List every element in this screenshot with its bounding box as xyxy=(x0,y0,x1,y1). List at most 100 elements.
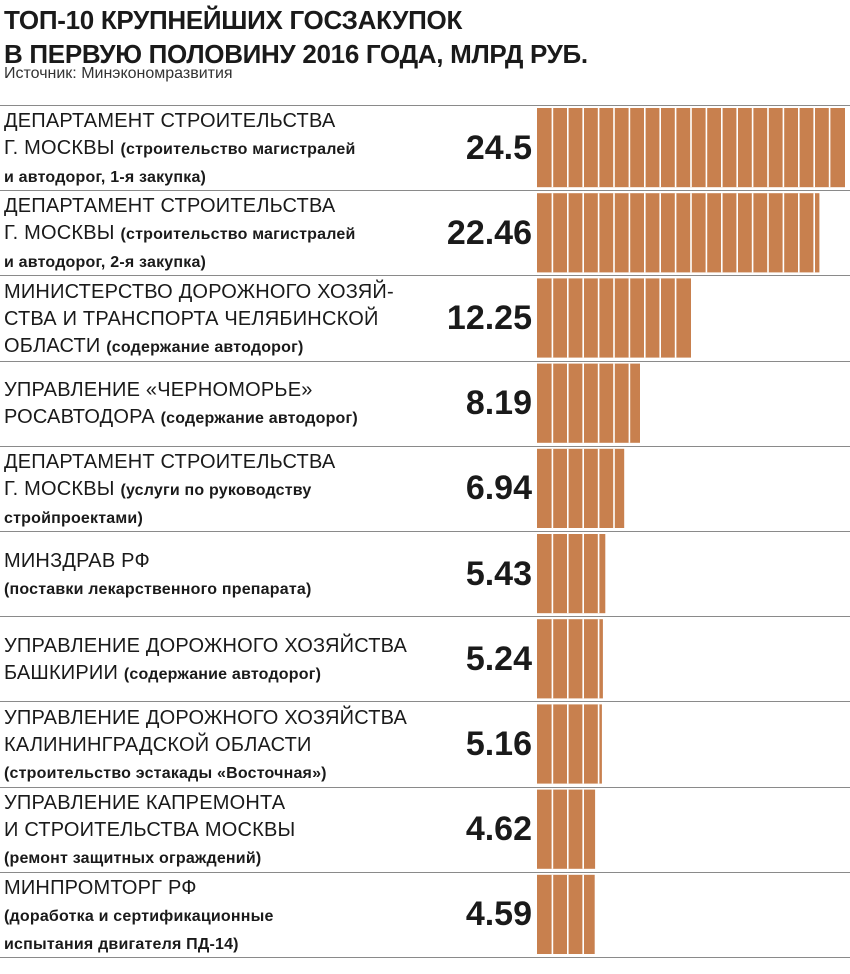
bar-label-line: ДЕПАРТАМЕНТ СТРОИТЕЛЬСТВА xyxy=(4,449,444,476)
row-separator xyxy=(0,360,850,362)
bar xyxy=(537,448,625,528)
data-label: 5.24 xyxy=(465,639,532,678)
row-separator xyxy=(0,445,850,447)
bar-label-line: СТВА И ТРАНСПОРТА ЧЕЛЯБИНСКОЙ xyxy=(4,306,444,333)
bar xyxy=(537,534,606,614)
bar-label-line: МИНПРОМТОРГ РФ xyxy=(4,875,444,902)
agency-name: РОСАВТОДОРА xyxy=(4,406,155,429)
agency-name: КАЛИНИНГРАДСКОЙ ОБЛАСТИ xyxy=(4,733,312,756)
bar-label: УПРАВЛЕНИЕ ДОРОЖНОГО ХОЗЯЙСТВА БАШКИРИИ (… xyxy=(4,633,444,688)
bar-label-line: И СТРОИТЕЛЬСТВА МОСКВЫ xyxy=(4,817,444,844)
agency-name: УПРАВЛЕНИЕ «ЧЕРНОМОРЬЕ» xyxy=(4,379,313,402)
agency-name: ДЕПАРТАМЕНТ СТРОИТЕЛЬСТВА xyxy=(4,195,336,218)
purchase-description: (содержание автодорог) xyxy=(106,338,304,356)
bar-label: МИНЗДРАВ РФ (поставки лекарственного преп… xyxy=(4,548,444,603)
agency-name: МИНЗДРАВ РФ xyxy=(4,549,150,572)
bar xyxy=(537,363,640,443)
row-separator xyxy=(0,531,850,532)
data-label: 8.19 xyxy=(465,384,532,423)
bar xyxy=(537,704,602,784)
data-label: 5.43 xyxy=(465,554,532,593)
bar-label-line: (строительство эстакады «Восточная») xyxy=(4,759,444,787)
chart-title: ТОП-10 КРУПНЕЙШИХ ГОСЗАКУПОК В ПЕРВУЮ ПО… xyxy=(4,3,588,71)
purchase-description: (содержание автодорог) xyxy=(123,665,322,683)
row-separator xyxy=(0,957,850,958)
bar-rect xyxy=(537,363,640,443)
bar-label-line: ДЕПАРТАМЕНТ СТРОИТЕЛЬСТВА xyxy=(4,108,444,135)
agency-name: Г. МОСКВЫ xyxy=(4,222,115,245)
data-label: 4.59 xyxy=(465,895,532,934)
agency-name: ДЕПАРТАМЕНТ СТРОИТЕЛЬСТВА xyxy=(4,110,336,133)
data-label: 12.25 xyxy=(446,299,532,337)
bar xyxy=(537,193,820,273)
chart-source: Источник: Минэкономразвития xyxy=(4,65,233,82)
bar xyxy=(537,108,845,188)
bar-label-line: стройпроектами) xyxy=(4,504,444,532)
data-label: 22.46 xyxy=(446,213,532,252)
data-label: 5.16 xyxy=(465,725,532,763)
purchase-description: и автодорог, 1-я закупка) xyxy=(4,169,207,187)
row-separator xyxy=(0,786,850,788)
bar xyxy=(537,619,603,699)
agency-name: УПРАВЛЕНИЕ КАПРЕМОНТА xyxy=(4,791,286,814)
row-separator xyxy=(0,190,850,192)
bar-label-line: ОБЛАСТИ (содержание автодорог) xyxy=(4,333,444,361)
bar-label: УПРАВЛЕНИЕ «ЧЕРНОМОРЬЕ» РОСАВТОДОРА (соде… xyxy=(4,377,444,432)
bar-label: МИНИСТЕРСТВО ДОРОЖНОГО ХОЗЯЙ- СТВА И ТРАН… xyxy=(4,279,444,361)
bar-label-line: УПРАВЛЕНИЕ ДОРОЖНОГО ХОЗЯЙСТВА xyxy=(4,633,444,660)
bar-rect xyxy=(537,193,820,273)
bar-label-line: МИНИСТЕРСТВО ДОРОЖНОГО ХОЗЯЙ- xyxy=(4,279,444,306)
data-label: 4.62 xyxy=(465,810,532,849)
purchase-description: и автодорог, 2-я закупка) xyxy=(4,254,207,272)
agency-name: Г. МОСКВЫ xyxy=(4,137,115,160)
bar-rect xyxy=(537,874,595,954)
bar-label: ДЕПАРТАМЕНТ СТРОИТЕЛЬСТВА Г. МОСКВЫ (услу… xyxy=(4,449,444,532)
purchase-description: (строительство магистралей xyxy=(120,141,356,159)
bar-label-line: (поставки лекарственного препарата) xyxy=(4,575,444,603)
agency-name: УПРАВЛЕНИЕ ДОРОЖНОГО ХОЗЯЙСТВА xyxy=(4,634,408,657)
purchase-description: (доработка и сертификационные xyxy=(4,907,274,925)
agency-name: И СТРОИТЕЛЬСТВА МОСКВЫ xyxy=(4,818,296,841)
agency-name: ОБЛАСТИ xyxy=(4,334,101,357)
bar-rect xyxy=(537,448,625,528)
row-separator xyxy=(0,275,850,277)
purchase-description: стройпроектами) xyxy=(4,509,143,527)
purchase-description: испытания двигателя ПД-14) xyxy=(4,935,239,953)
bar-label-line: УПРАВЛЕНИЕ ДОРОЖНОГО ХОЗЯЙСТВА xyxy=(4,705,444,732)
bar-rect xyxy=(537,619,603,699)
data-label: 24.5 xyxy=(465,128,532,167)
purchase-description: (содержание автодорог) xyxy=(160,410,358,428)
bar xyxy=(537,278,691,358)
data-label: 6.94 xyxy=(465,469,532,508)
bar-label-line: Г. МОСКВЫ (строительство магистралей xyxy=(4,135,444,163)
bar-label-line: БАШКИРИИ (содержание автодорог) xyxy=(4,660,444,688)
agency-name: ДЕПАРТАМЕНТ СТРОИТЕЛЬСТВА xyxy=(4,450,336,473)
bar-rect xyxy=(537,704,602,784)
bar-label: ДЕПАРТАМЕНТ СТРОИТЕЛЬСТВА Г. МОСКВЫ (стро… xyxy=(4,193,444,276)
bar-label: УПРАВЛЕНИЕ КАПРЕМОНТА И СТРОИТЕЛЬСТВА МОС… xyxy=(4,790,444,872)
bar-label: МИНПРОМТОРГ РФ (доработка и сертификацион… xyxy=(4,875,444,958)
bar-label-line: ДЕПАРТАМЕНТ СТРОИТЕЛЬСТВА xyxy=(4,193,444,220)
bar-label-line: КАЛИНИНГРАДСКОЙ ОБЛАСТИ xyxy=(4,732,444,759)
purchase-description: (услуги по руководству xyxy=(120,481,312,499)
row-separator xyxy=(0,871,850,873)
bar-label-line: (ремонт защитных ограждений) xyxy=(4,844,444,872)
row-separator xyxy=(0,105,850,106)
bar-label-line: УПРАВЛЕНИЕ КАПРЕМОНТА xyxy=(4,790,444,817)
purchase-description: (строительство магистралей xyxy=(120,226,356,244)
agency-name: СТВА И ТРАНСПОРТА ЧЕЛЯБИНСКОЙ xyxy=(4,307,379,330)
agency-name: МИНИСТЕРСТВО ДОРОЖНОГО ХОЗЯЙ- xyxy=(4,280,394,303)
bar-label: УПРАВЛЕНИЕ ДОРОЖНОГО ХОЗЯЙСТВА КАЛИНИНГРА… xyxy=(4,705,444,787)
bar-rect xyxy=(537,789,596,869)
agency-name: БАШКИРИИ xyxy=(4,661,119,684)
row-separator xyxy=(0,701,850,703)
bar-label-line: Г. МОСКВЫ (строительство магистралей xyxy=(4,220,444,248)
chart-title-line: В ПЕРВУЮ ПОЛОВИНУ 2016 ГОДА, МЛРД РУБ. xyxy=(4,39,588,69)
bar-label-line: МИНЗДРАВ РФ xyxy=(4,548,444,575)
bar-label: ДЕПАРТАМЕНТ СТРОИТЕЛЬСТВА Г. МОСКВЫ (стро… xyxy=(4,108,444,191)
agency-name: МИНПРОМТОРГ РФ xyxy=(4,876,197,899)
purchase-description: (строительство эстакады «Восточная») xyxy=(4,764,327,782)
agency-name: Г. МОСКВЫ xyxy=(4,477,115,500)
purchase-description: (ремонт защитных ограждений) xyxy=(4,849,262,867)
